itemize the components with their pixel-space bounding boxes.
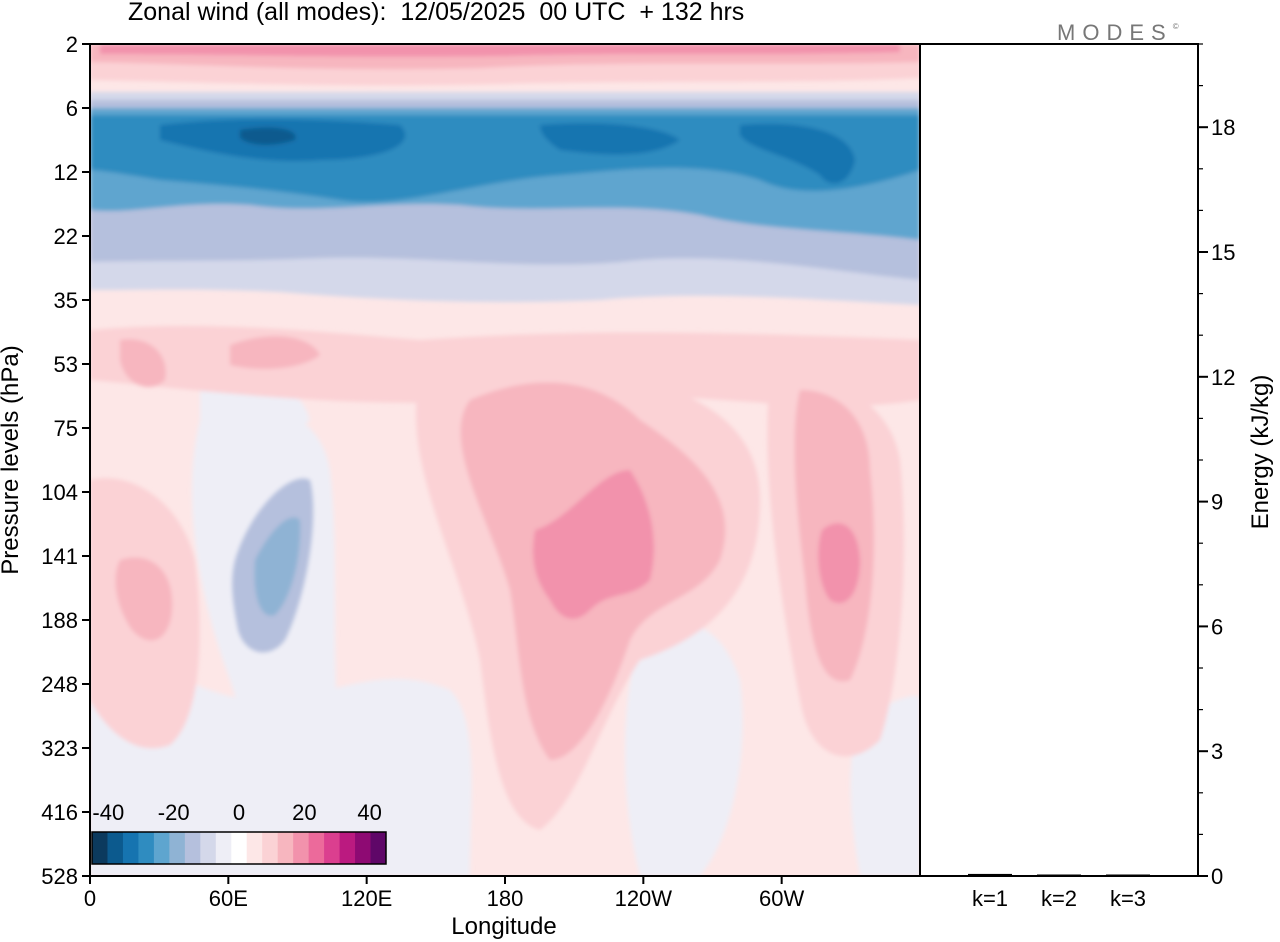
field-pos-strong-dateline <box>533 470 654 619</box>
field-neg-band-core-3 <box>740 123 855 184</box>
y-axis-label: Pressure levels (hPa) <box>0 345 24 574</box>
color-bar-swatch <box>324 832 341 864</box>
color-bar-labels: -40 -20 0 20 40 <box>92 800 381 825</box>
energy-bar <box>1037 874 1081 876</box>
copyright-mark: © <box>1172 22 1179 31</box>
y-tick-label: 2 <box>66 32 78 57</box>
x-tick-label: 60W <box>759 886 804 911</box>
energy-axis-label: Energy (kJ/kg) <box>1247 375 1274 530</box>
energy-tick-label: 15 <box>1211 240 1235 265</box>
field-neg-band-core-4 <box>240 127 296 145</box>
y-tick-label: 75 <box>54 416 78 441</box>
energy-categories: k=1 k=2 k=3 <box>972 886 1146 911</box>
y-tick-label: 188 <box>41 608 78 633</box>
field-pos-medium-strat-1 <box>120 339 166 388</box>
energy-bars <box>968 873 1150 876</box>
color-bar-swatch <box>169 832 186 864</box>
field-pos-strong-east <box>818 523 860 604</box>
color-bar-swatch <box>246 832 263 864</box>
color-bar-swatch <box>122 832 139 864</box>
x-tick-label: 180 <box>487 886 524 911</box>
energy-tick-label: 18 <box>1211 115 1235 140</box>
color-bar-tick-label: 0 <box>233 800 245 825</box>
y-tick-label: 141 <box>41 544 78 569</box>
color-bar-swatch <box>184 832 201 864</box>
color-bar-tick-label: -40 <box>92 800 124 825</box>
color-bar-swatch <box>339 832 356 864</box>
y-tick-label: 53 <box>54 352 78 377</box>
color-bar-tick-label: 20 <box>292 800 316 825</box>
contour-field <box>90 44 920 876</box>
energy-bar <box>968 873 1012 876</box>
y-tick-label: 35 <box>54 288 78 313</box>
color-bar-tick-label: 40 <box>357 800 381 825</box>
color-bar-swatch <box>153 832 170 864</box>
x-tick-label: 0 <box>84 886 96 911</box>
color-bar-swatch <box>293 832 310 864</box>
color-bar-swatch <box>107 832 124 864</box>
field-pacific-weak-negative <box>625 623 743 876</box>
energy-tick-label: 3 <box>1211 739 1223 764</box>
x-tick-label: 60E <box>209 886 248 911</box>
color-bar-swatch <box>231 832 248 864</box>
energy-axis: 0 3 6 9 12 15 18 <box>1198 43 1235 889</box>
color-bar-swatch <box>262 832 279 864</box>
y-tick-label: 416 <box>41 800 78 825</box>
energy-tick-label: 0 <box>1211 864 1223 889</box>
y-tick-label: 22 <box>54 224 78 249</box>
color-bar-frame <box>91 831 387 865</box>
color-bar-swatch <box>370 832 387 864</box>
energy-tick-label: 6 <box>1211 614 1223 639</box>
color-bar-swatch <box>277 832 294 864</box>
energy-category-label: k=3 <box>1110 886 1146 911</box>
color-bar-swatch <box>200 832 217 864</box>
energy-bar <box>1106 874 1150 876</box>
energy-tick-label: 9 <box>1211 490 1223 515</box>
color-bar-tick-label: -20 <box>158 800 190 825</box>
field-pos-medium-strat-2 <box>230 336 320 369</box>
x-axis-label: Longitude <box>451 913 556 940</box>
energy-panel-frame <box>919 43 1199 877</box>
energy-category-label: k=2 <box>1041 886 1077 911</box>
field-neg-band-core-2 <box>540 123 680 155</box>
longitude-axis: 0 60E 120E 180 120W 60W <box>84 876 805 911</box>
energy-tick-label: 12 <box>1211 365 1235 390</box>
color-bar-swatch <box>355 832 372 864</box>
pressure-axis: 2 6 12 22 35 53 75 104 141 188 248 323 416 528 <box>41 32 90 889</box>
y-tick-label: 6 <box>66 96 78 121</box>
field-neg-core-indian-inner <box>254 517 301 616</box>
brand-text: MODES <box>1057 20 1173 45</box>
y-tick-label: 528 <box>41 864 78 889</box>
x-tick-label: 120W <box>615 886 673 911</box>
x-tick-label: 120E <box>341 886 392 911</box>
field-pos-medium-west <box>115 557 173 641</box>
color-bar-swatch <box>308 832 325 864</box>
color-bar <box>91 831 387 865</box>
y-tick-label: 248 <box>41 672 78 697</box>
field-strat-top-strong <box>100 44 900 57</box>
y-tick-label: 104 <box>41 480 78 505</box>
color-bar-swatch <box>92 832 108 864</box>
y-tick-label: 323 <box>41 736 78 761</box>
modes-logo: MODES© <box>1057 20 1179 46</box>
color-bar-swatch <box>138 832 155 864</box>
y-tick-label: 12 <box>54 160 78 185</box>
chart-title: Zonal wind (all modes): 12/05/2025 00 UT… <box>128 0 745 26</box>
color-bar-swatch <box>215 832 232 864</box>
energy-category-label: k=1 <box>972 886 1008 911</box>
